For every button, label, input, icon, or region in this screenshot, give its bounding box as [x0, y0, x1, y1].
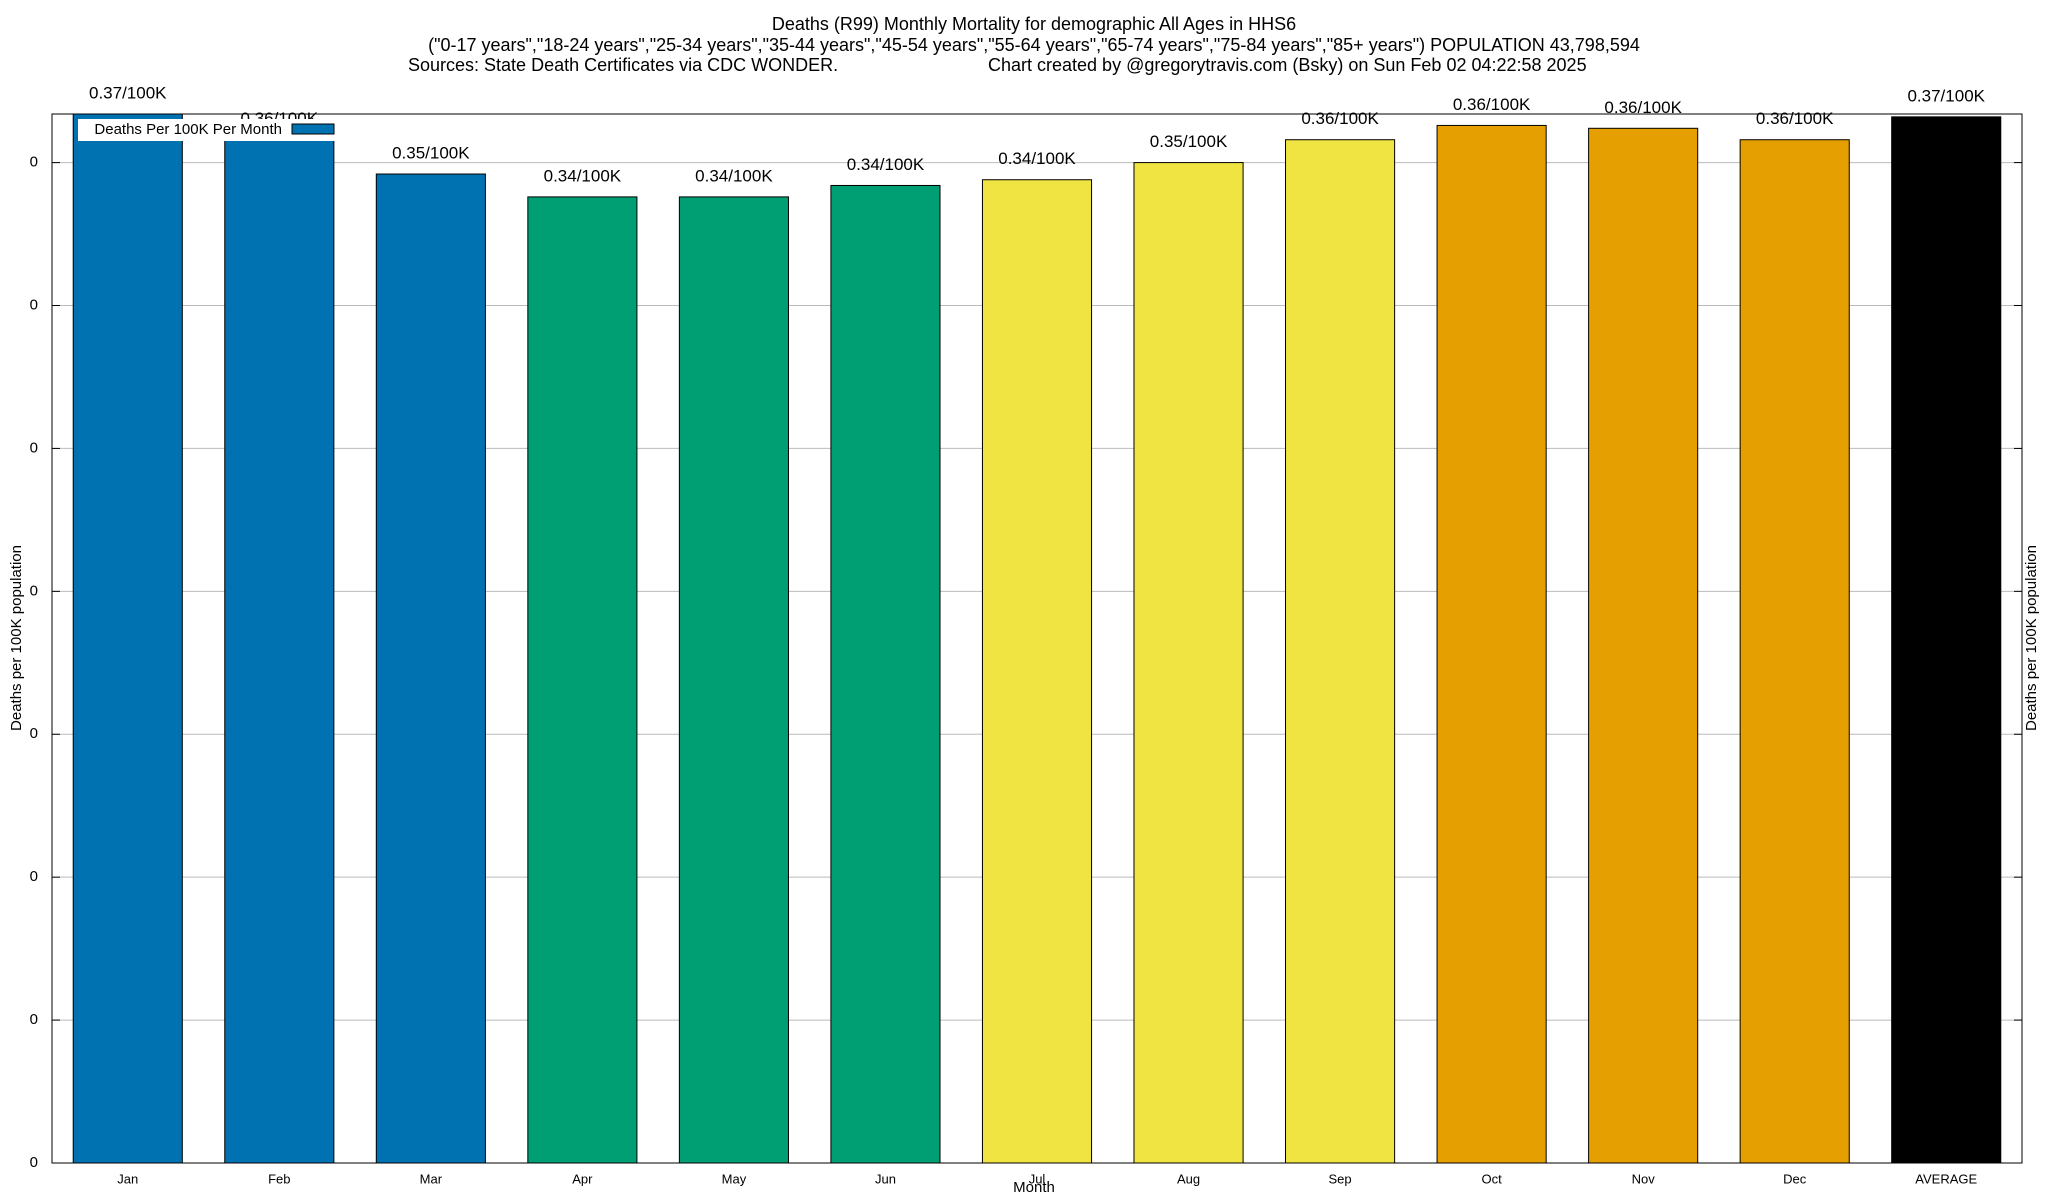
value-label: 0.34/100K [998, 149, 1076, 168]
y-tick-label: 0 [30, 725, 38, 742]
bar [224, 139, 335, 1164]
y-tick-label: 0 [30, 1154, 38, 1171]
legend-swatch [291, 123, 335, 135]
value-label: 0.35/100K [392, 144, 470, 163]
x-tick-label: Mar [420, 1171, 443, 1186]
chart-subtitle: ("0-17 years","18-24 years","25-34 years… [428, 35, 1640, 55]
credit-note: Chart created by @gregorytravis.com (Bsk… [988, 55, 1587, 75]
value-label: 0.34/100K [544, 166, 622, 185]
x-axis-label: Month [1013, 1179, 1055, 1196]
x-tick-label: Sep [1329, 1171, 1352, 1186]
legend-label: Deaths Per 100K Per Month [94, 121, 282, 138]
y-tick-label: 0 [30, 154, 38, 171]
bar [527, 196, 638, 1164]
value-label: 0.37/100K [89, 83, 167, 102]
source-note: Sources: State Death Certificates via CD… [408, 55, 838, 75]
bar [1285, 139, 1396, 1164]
x-tick-label: Nov [1632, 1171, 1656, 1186]
x-tick-label: Aug [1177, 1171, 1200, 1186]
value-label: 0.36/100K [1453, 95, 1531, 114]
x-tick-label: Dec [1783, 1171, 1807, 1186]
x-tick-label: Jun [875, 1171, 896, 1186]
x-tick-label: Jan [117, 1171, 138, 1186]
y-tick-label: 0 [30, 868, 38, 885]
bar [72, 113, 183, 1164]
x-tick-label: Feb [268, 1171, 290, 1186]
value-label: 0.34/100K [847, 155, 925, 174]
y-tick-label: 0 [30, 439, 38, 456]
bar [981, 179, 1093, 1164]
value-label: 0.34/100K [695, 166, 773, 185]
bar [1133, 162, 1244, 1164]
bar [1891, 116, 2002, 1164]
value-label: 0.37/100K [1907, 86, 1985, 105]
bar [678, 196, 789, 1164]
x-tick-label: AVERAGE [1915, 1171, 1977, 1186]
x-tick-label: Jul [1029, 1171, 1046, 1186]
x-tick-label: May [722, 1171, 747, 1186]
bar [830, 184, 941, 1164]
bar [1739, 139, 1850, 1164]
value-label: 0.36/100K [1604, 98, 1682, 117]
plot-frame [51, 113, 2023, 1164]
value-label: 0.35/100K [1150, 132, 1228, 151]
x-tick-label: Oct [1481, 1171, 1502, 1186]
bar [1436, 124, 1547, 1164]
chart-title: Deaths (R99) Monthly Mortality for demog… [772, 14, 1296, 34]
value-label: 0.36/100K [1756, 109, 1834, 128]
value-label: 0.36/100K [1301, 109, 1379, 128]
y-axis-label: Deaths per 100K population [8, 545, 25, 731]
y-tick-label: 0 [30, 296, 38, 313]
y2-axis-label: Deaths per 100K population [2023, 545, 2040, 731]
bar [1588, 127, 1699, 1164]
y-tick-label: 0 [30, 582, 38, 599]
bar [375, 173, 486, 1164]
x-tick-label: Apr [572, 1171, 593, 1186]
y-tick-label: 0 [30, 1011, 38, 1028]
